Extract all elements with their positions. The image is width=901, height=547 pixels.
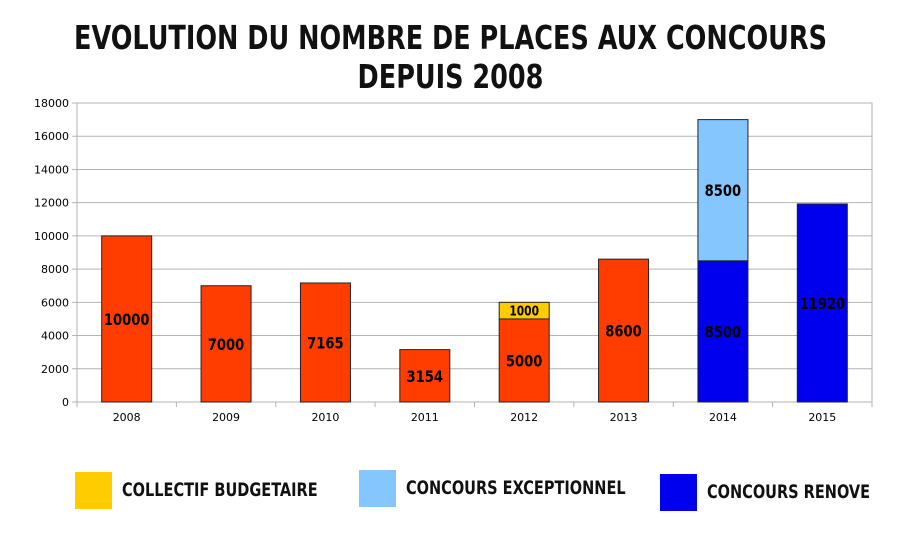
plot-frame (76, 102, 873, 403)
bar-2012-s1 (498, 301, 550, 320)
data-label: 7165 (307, 334, 344, 353)
data-label: 8600 (605, 322, 642, 341)
x-tick-label: 2013 (610, 411, 638, 424)
y-tick-label: 10000 (34, 230, 69, 243)
y-tick-label: 0 (62, 396, 69, 409)
data-label: 10000 (104, 311, 150, 330)
bar-2010-s0 (299, 282, 351, 403)
x-tick-label: 2008 (113, 411, 141, 424)
x-tick-label: 2009 (212, 411, 240, 424)
y-tick-label: 8000 (41, 263, 69, 276)
x-tick-label: 2014 (709, 411, 737, 424)
legend-item-renove: CONCOURS RENOVE (660, 472, 899, 512)
bar-2009-s0 (200, 285, 252, 403)
y-tick-label: 16000 (34, 130, 69, 143)
data-label: 7000 (208, 336, 245, 355)
y-tick-label: 4000 (41, 330, 69, 343)
legend-label-renove: CONCOURS RENOVE (707, 481, 871, 503)
data-label: 8500 (705, 323, 742, 342)
bar-2014-s2 (697, 260, 749, 403)
y-tick-label: 2000 (41, 363, 69, 376)
y-tick-label: 14000 (34, 163, 69, 176)
bar-chart: 0 2000 4000 6000 8000 10000 12000 14000 16000 180… (34, 97, 873, 424)
x-tick-label: 2010 (311, 411, 339, 424)
y-tick-label: 12000 (34, 197, 69, 210)
x-tick-label: 2011 (411, 411, 439, 424)
x-tick-label: 2012 (510, 411, 538, 424)
y-tick-label: 18000 (34, 97, 69, 110)
data-label: 5000 (506, 352, 543, 371)
y-tick-label: 6000 (41, 296, 69, 309)
bar-2013-s0 (598, 258, 650, 403)
data-label: 11920 (799, 295, 845, 314)
bar-2011-s0 (399, 349, 451, 403)
legend-swatch-exceptionnel (359, 469, 396, 507)
data-label: 1000 (509, 304, 539, 319)
legend-label-collectif: COLLECTIF BUDGETAIRE (122, 479, 318, 501)
bar-2015-s2 (796, 203, 848, 403)
bar-2008-s0 (101, 235, 153, 403)
x-tick-label: 2015 (808, 411, 836, 424)
legend-item-exceptionnel: CONCOURS EXCEPTIONNEL (359, 468, 664, 508)
data-label: 8500 (705, 182, 742, 201)
data-label: 3154 (407, 368, 444, 387)
legend-swatch-renove (660, 473, 697, 511)
bar-2014-s3 (697, 119, 749, 262)
legend-swatch-collectif (75, 471, 112, 509)
legend-item-collectif: COLLECTIF BUDGETAIRE (75, 470, 352, 510)
chart-title: EVOLUTION DU NOMBRE DE PLACES AUX CONCOU… (74, 18, 827, 96)
legend-label-exceptionnel: CONCOURS EXCEPTIONNEL (406, 477, 626, 499)
